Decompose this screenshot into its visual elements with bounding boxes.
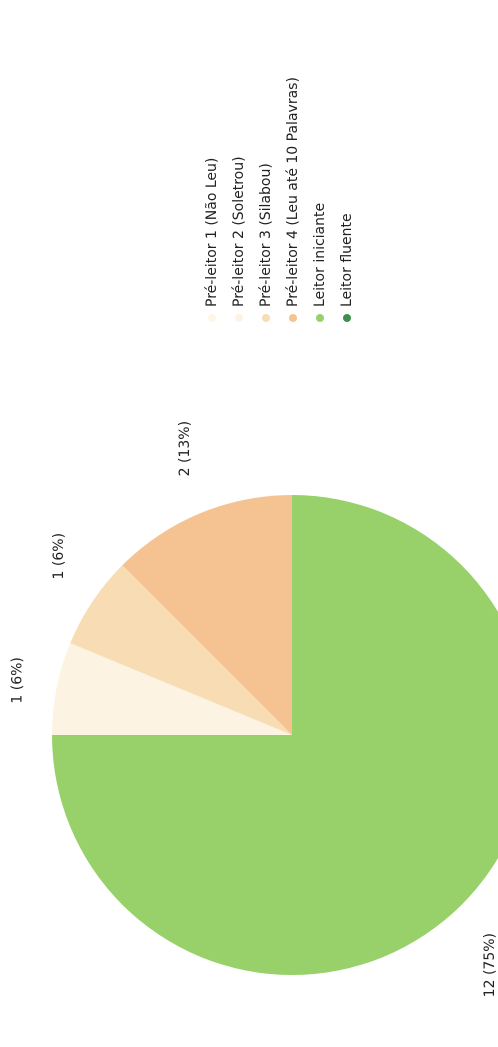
legend-label: Leitor iniciante [312,203,328,307]
pie-slice [52,495,498,975]
legend-label: Pré-leitor 3 (Silabou) [258,163,274,307]
data-label: 1 (6%) [9,657,25,704]
legend-swatch [208,314,216,322]
legend-label: Leitor fluente [339,213,355,307]
rotated-chart: 1 (6%) 1 (6%) 2 (13%) 12 (75%) Pré-leitor 1 … [9,77,498,997]
legend-swatch [235,314,243,322]
legend-swatch [343,314,351,322]
legend-label: Pré-leitor 1 (Não Leu) [204,158,220,307]
legend-swatch [316,314,324,322]
data-label: 12 (75%) [482,933,498,997]
legend-swatch [262,314,270,322]
pie-slice [122,495,292,735]
data-label: 2 (13%) [177,421,193,476]
pie-slice [52,643,292,735]
legend-swatch [289,314,297,322]
pie-slice [70,565,292,735]
data-label: 1 (6%) [51,533,67,580]
legend-label: Pré-leitor 4 (Leu até 10 Palavras) [285,77,301,307]
legend-label: Pré-leitor 2 (Soletrou) [231,156,247,307]
